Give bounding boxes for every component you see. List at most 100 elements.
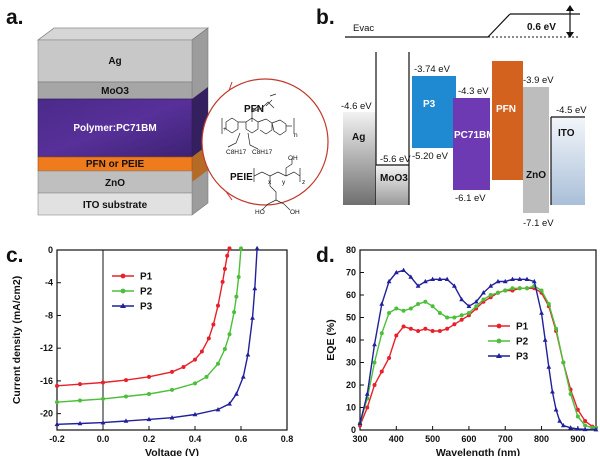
series-line-p1 xyxy=(56,248,231,387)
data-point-p2 xyxy=(239,246,243,251)
data-point-p2 xyxy=(568,392,573,396)
data-point-p3 xyxy=(408,274,414,279)
panel-a-label: a. xyxy=(6,6,24,29)
data-point-p3 xyxy=(444,276,450,282)
band-p3-homo: -5.20 eV xyxy=(412,151,449,162)
data-point-p3 xyxy=(422,278,428,284)
y-tick-label: 70 xyxy=(346,268,356,278)
x-tick-label: 900 xyxy=(570,434,585,444)
y-tick-label: -8 xyxy=(45,310,53,320)
layer-ito-label: ITO substrate xyxy=(83,200,148,211)
data-point-p1 xyxy=(423,326,428,331)
data-point-p1 xyxy=(193,357,197,362)
data-point-p2 xyxy=(554,326,559,331)
data-point-p3 xyxy=(546,364,552,369)
band-ito xyxy=(551,117,585,205)
band-pc71bm-homo: -6.1 eV xyxy=(455,193,486,204)
data-point-p1 xyxy=(216,303,220,308)
vac-arrow-head-down xyxy=(566,32,574,38)
data-point-p2 xyxy=(379,331,384,336)
data-point-p1 xyxy=(408,326,413,331)
data-point-p2 xyxy=(204,374,209,379)
x-tick-label: 0.4 xyxy=(189,434,202,444)
legend-marker-p2 xyxy=(496,338,502,344)
band-moo3-level: -5.6 eV xyxy=(380,154,411,165)
legend-marker-p3 xyxy=(496,353,502,358)
data-point-p3 xyxy=(542,337,548,342)
data-point-p1 xyxy=(401,324,406,329)
panel-b-label: b. xyxy=(316,6,335,29)
data-point-p2 xyxy=(372,360,377,365)
data-point-p3 xyxy=(502,278,508,284)
data-point-p3 xyxy=(215,406,221,412)
data-point-p2 xyxy=(423,299,428,304)
data-point-p3 xyxy=(401,267,406,273)
data-point-p3 xyxy=(557,418,563,423)
data-point-p3 xyxy=(539,310,544,315)
data-point-p3 xyxy=(240,374,246,379)
y-tick-label: 0 xyxy=(351,425,356,435)
band-ito-level: -4.5 eV xyxy=(556,105,587,116)
data-point-p3 xyxy=(553,407,559,412)
y-tick-label: 0 xyxy=(48,245,53,255)
x-tick-label: 400 xyxy=(389,434,404,444)
data-point-p3 xyxy=(146,416,152,422)
x-tick-label: 600 xyxy=(461,434,476,444)
eqe-chart: 300 400 500 600 700 800 900 0 10 20 30 40 50 60 70 80 Wa… xyxy=(325,245,599,456)
data-point-p3 xyxy=(495,278,501,284)
data-point-p1 xyxy=(124,378,128,383)
y-tick-label: 60 xyxy=(346,290,356,300)
data-point-p1 xyxy=(583,419,588,423)
data-point-p3 xyxy=(379,301,385,306)
pfn-side-chain-1: C8H17 xyxy=(226,149,247,156)
band-zno-homo: -7.1 eV xyxy=(523,218,554,229)
data-point-p1 xyxy=(430,329,435,333)
data-point-p3 xyxy=(245,352,251,357)
data-point-p1 xyxy=(220,279,225,284)
pfn-structure xyxy=(221,93,295,150)
data-point-p3 xyxy=(250,315,255,320)
data-point-p3 xyxy=(517,276,523,282)
data-point-p2 xyxy=(78,398,82,403)
layer-ag-label: Ag xyxy=(108,56,121,67)
band-p3-name: P3 xyxy=(423,99,436,110)
peie-structure xyxy=(253,158,301,211)
data-point-p3 xyxy=(466,303,472,309)
data-point-p3 xyxy=(123,418,129,423)
data-point-p1 xyxy=(387,356,392,360)
pfn-bracket-dot: + xyxy=(223,126,227,133)
data-point-p2 xyxy=(459,313,464,318)
band-pfn xyxy=(492,61,523,180)
data-point-p3 xyxy=(510,276,515,282)
data-point-p2 xyxy=(416,302,421,306)
data-point-p1 xyxy=(227,246,232,251)
data-point-p1 xyxy=(416,329,421,333)
legend-marker-p2 xyxy=(120,288,126,294)
data-point-p1 xyxy=(445,326,450,331)
data-point-p3 xyxy=(169,415,175,420)
x-tick-label: 300 xyxy=(352,434,367,444)
y-tick-label: -20 xyxy=(40,409,53,419)
data-point-p2 xyxy=(101,396,105,401)
data-point-p2 xyxy=(430,304,435,309)
data-point-p2 xyxy=(539,288,544,293)
data-point-p3 xyxy=(415,283,421,288)
data-point-p2 xyxy=(503,288,508,293)
y-axis-title: EQE (%) xyxy=(325,319,337,360)
data-point-p2 xyxy=(147,392,151,396)
legend-label-p1: P1 xyxy=(140,272,153,283)
data-point-p2 xyxy=(234,294,239,299)
data-point-p1 xyxy=(206,336,211,341)
band-ag-name: Ag xyxy=(352,132,365,143)
data-point-p2 xyxy=(55,400,59,405)
x-axis-title: Voltage (V) xyxy=(145,447,199,456)
data-point-p1 xyxy=(437,329,442,333)
data-point-p1 xyxy=(170,369,174,374)
x-tick-label: 0.2 xyxy=(143,434,156,444)
data-point-p2 xyxy=(525,286,530,291)
legend-marker-p1 xyxy=(496,323,502,329)
peie-label: PEIE xyxy=(230,172,253,183)
peie-oh-3: OH xyxy=(290,209,300,216)
data-point-p1 xyxy=(394,333,399,338)
